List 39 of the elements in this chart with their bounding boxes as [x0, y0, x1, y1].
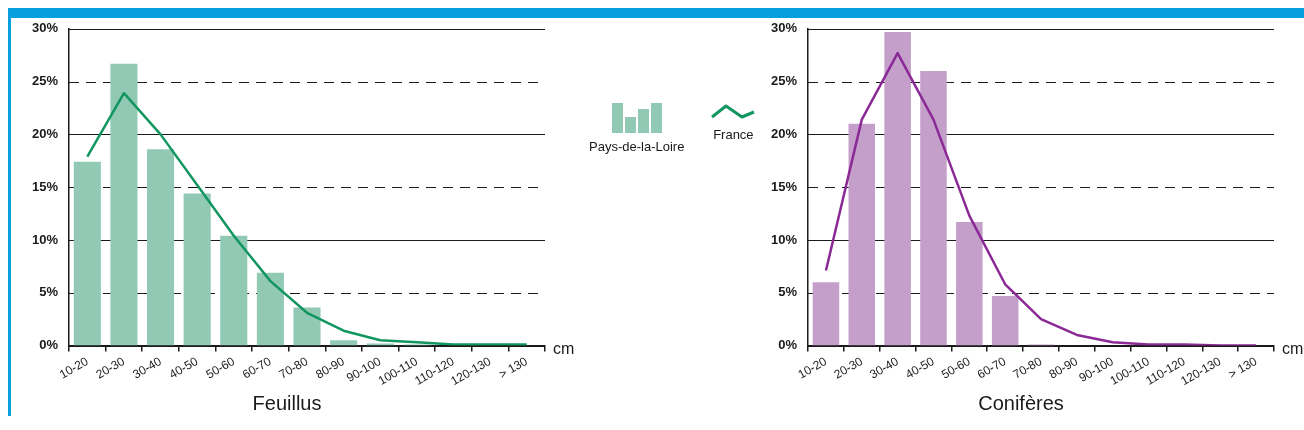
bar — [256, 272, 284, 346]
bar — [147, 149, 175, 346]
y-tick-label: 20% — [771, 125, 798, 141]
bar — [884, 31, 912, 346]
x-tick-label: 40-50 — [166, 353, 201, 382]
y-tick-label: 0% — [778, 337, 798, 353]
y-tick-label: 15% — [31, 178, 59, 194]
x-tick-label: > 130 — [496, 353, 531, 382]
bar — [110, 63, 138, 346]
bar — [293, 307, 321, 346]
bar — [183, 193, 211, 346]
text: Feuillus — [252, 391, 322, 414]
bar — [366, 343, 394, 346]
x-axis-title: cm — [1282, 339, 1304, 357]
y-tick-label: 5% — [778, 284, 798, 300]
y-tick-label: 15% — [771, 178, 798, 194]
bar — [220, 235, 248, 346]
y-tick-label: 30% — [771, 20, 798, 36]
x-tick-label: > 130 — [1226, 353, 1260, 382]
y-tick-label: 10% — [771, 231, 798, 247]
bar — [73, 161, 101, 346]
y-tick-label: 30% — [31, 20, 59, 36]
text: Conifères — [978, 391, 1065, 414]
bar — [992, 295, 1019, 346]
y-tick-label: 5% — [39, 284, 59, 300]
x-axis-title: cm — [553, 339, 575, 357]
bar — [920, 71, 948, 346]
y-tick-label: 0% — [39, 337, 59, 353]
bar — [813, 282, 840, 346]
y-tick-label: 20% — [31, 125, 59, 141]
legend-label: France — [713, 127, 754, 142]
y-tick-label: 10% — [31, 231, 59, 247]
x-tick-label: 40-50 — [903, 353, 938, 382]
bar — [330, 340, 358, 346]
y-tick-label: 25% — [31, 73, 59, 89]
bar — [848, 123, 876, 346]
bar — [956, 221, 983, 346]
y-tick-label: 25% — [771, 73, 798, 89]
legend-label: Pays-de-la-Loire — [589, 139, 685, 154]
